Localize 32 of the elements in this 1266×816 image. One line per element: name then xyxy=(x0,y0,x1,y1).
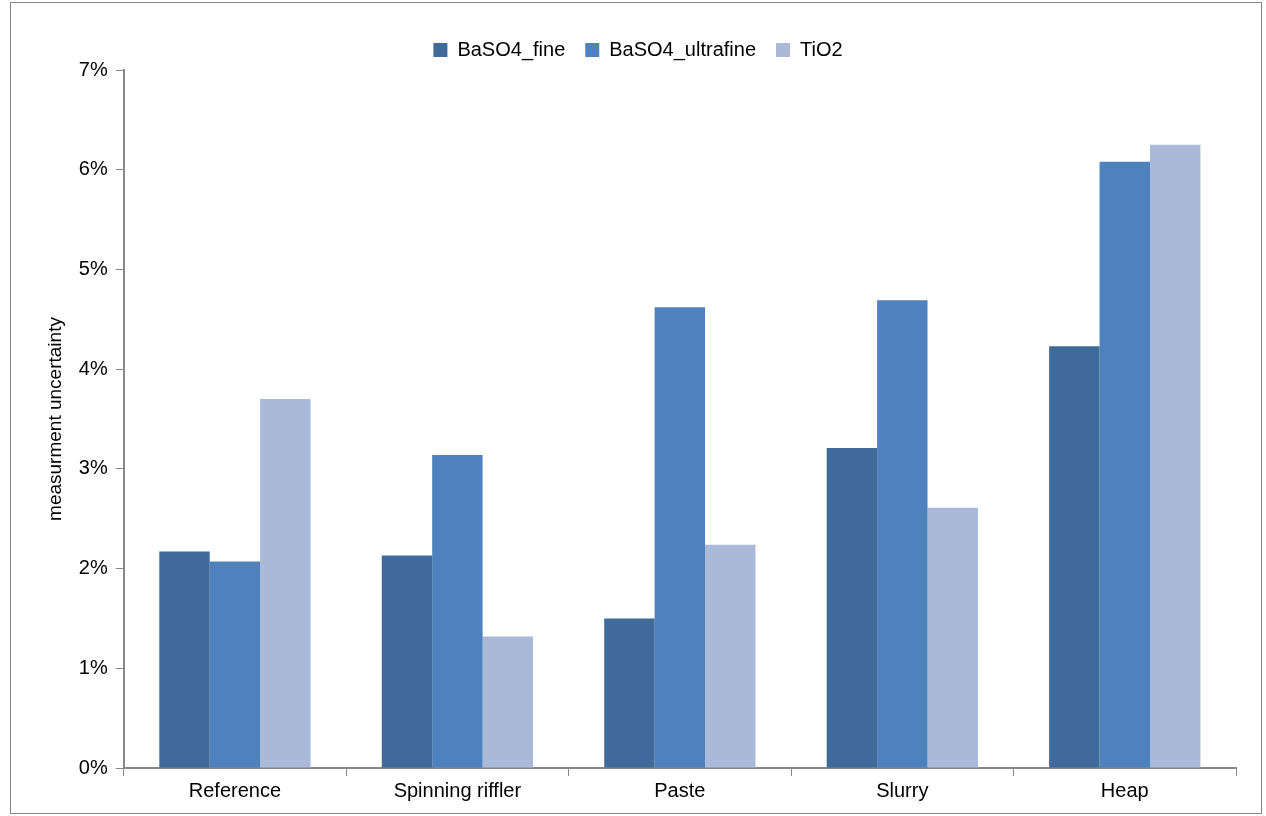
bar xyxy=(705,544,756,768)
bar xyxy=(159,551,210,768)
bar xyxy=(482,636,534,768)
bar xyxy=(432,454,483,768)
legend-label: BaSO4_ultrafine xyxy=(609,37,757,61)
y-tick-label: 2% xyxy=(78,556,108,579)
bar xyxy=(604,618,655,768)
x-tick-label: Heap xyxy=(1100,778,1149,801)
x-tick-label: Reference xyxy=(188,778,282,801)
bar xyxy=(381,555,433,768)
y-tick-label: 3% xyxy=(78,456,108,479)
y-tick-label: 1% xyxy=(78,655,108,678)
legend-label: TiO2 xyxy=(800,37,843,60)
bar xyxy=(654,307,706,768)
y-axis-title: measurment uncertainty xyxy=(43,316,65,521)
y-tick-label: 0% xyxy=(78,755,108,778)
bar xyxy=(1099,161,1150,768)
bar xyxy=(209,561,261,768)
x-tick-label: Paste xyxy=(654,778,706,801)
bar xyxy=(877,300,928,768)
y-tick-label: 6% xyxy=(78,157,108,180)
bar xyxy=(260,399,311,768)
y-tick-label: 7% xyxy=(78,57,108,80)
x-tick-label: Spinning riffler xyxy=(393,778,522,801)
x-tick-label: Slurry xyxy=(876,778,929,801)
bar xyxy=(1049,346,1100,768)
bar xyxy=(1149,144,1201,768)
y-tick-label: 4% xyxy=(78,356,108,379)
bar xyxy=(826,447,878,768)
legend-label: BaSO4_fine xyxy=(457,37,566,61)
y-tick-label: 5% xyxy=(78,256,108,279)
bar xyxy=(927,507,978,768)
